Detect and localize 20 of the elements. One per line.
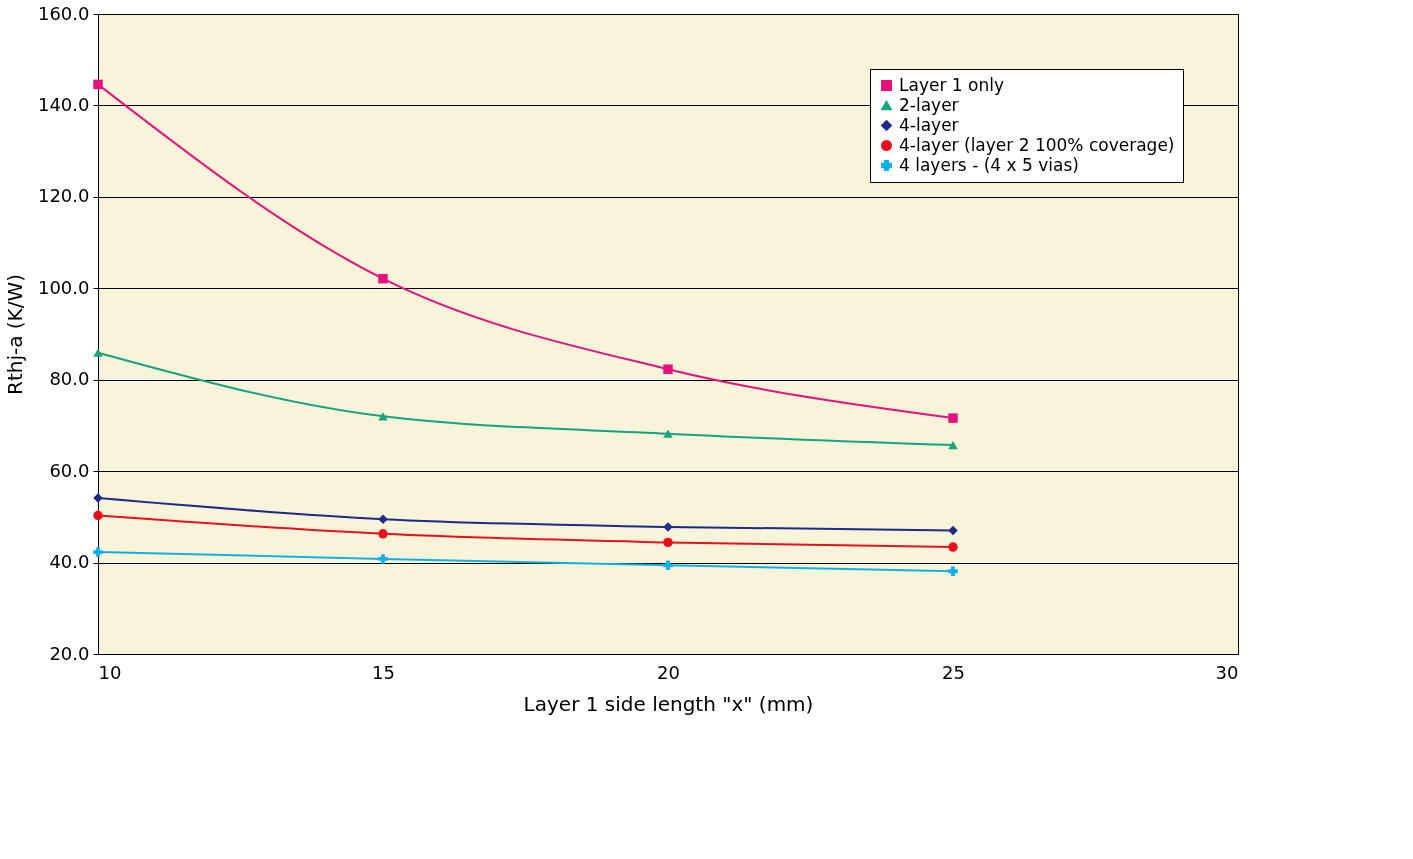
y-tick-label: 80.0 [49, 368, 90, 390]
y-tick-label: 140.0 [37, 93, 90, 115]
legend-label: 2-layer [899, 94, 959, 115]
x-tick-label: 10 [98, 661, 122, 683]
y-axis-title: Rthj-a (K/W) [2, 273, 27, 396]
y-tick-label: 20.0 [49, 642, 90, 664]
y-tick-label: 40.0 [49, 551, 90, 573]
legend-label: 4-layer [899, 114, 959, 135]
x-tick-label: 30 [1215, 661, 1239, 683]
y-tick-label: 160.0 [37, 2, 90, 24]
legend-label: Layer 1 only [899, 74, 1004, 95]
x-tick-label: 15 [372, 661, 395, 683]
legend-label: 4 layers - (4 x 5 vias) [899, 154, 1079, 175]
y-tick-label: 100.0 [37, 276, 90, 298]
legend-label: 4-layer (layer 2 100% coverage) [899, 134, 1175, 155]
x-axis-title: Layer 1 side length "x" (mm) [523, 691, 814, 716]
y-tick-label: 120.0 [37, 185, 90, 207]
x-tick-label: 20 [657, 661, 680, 683]
x-tick-label: 25 [942, 661, 965, 683]
y-tick-label: 60.0 [49, 459, 90, 481]
